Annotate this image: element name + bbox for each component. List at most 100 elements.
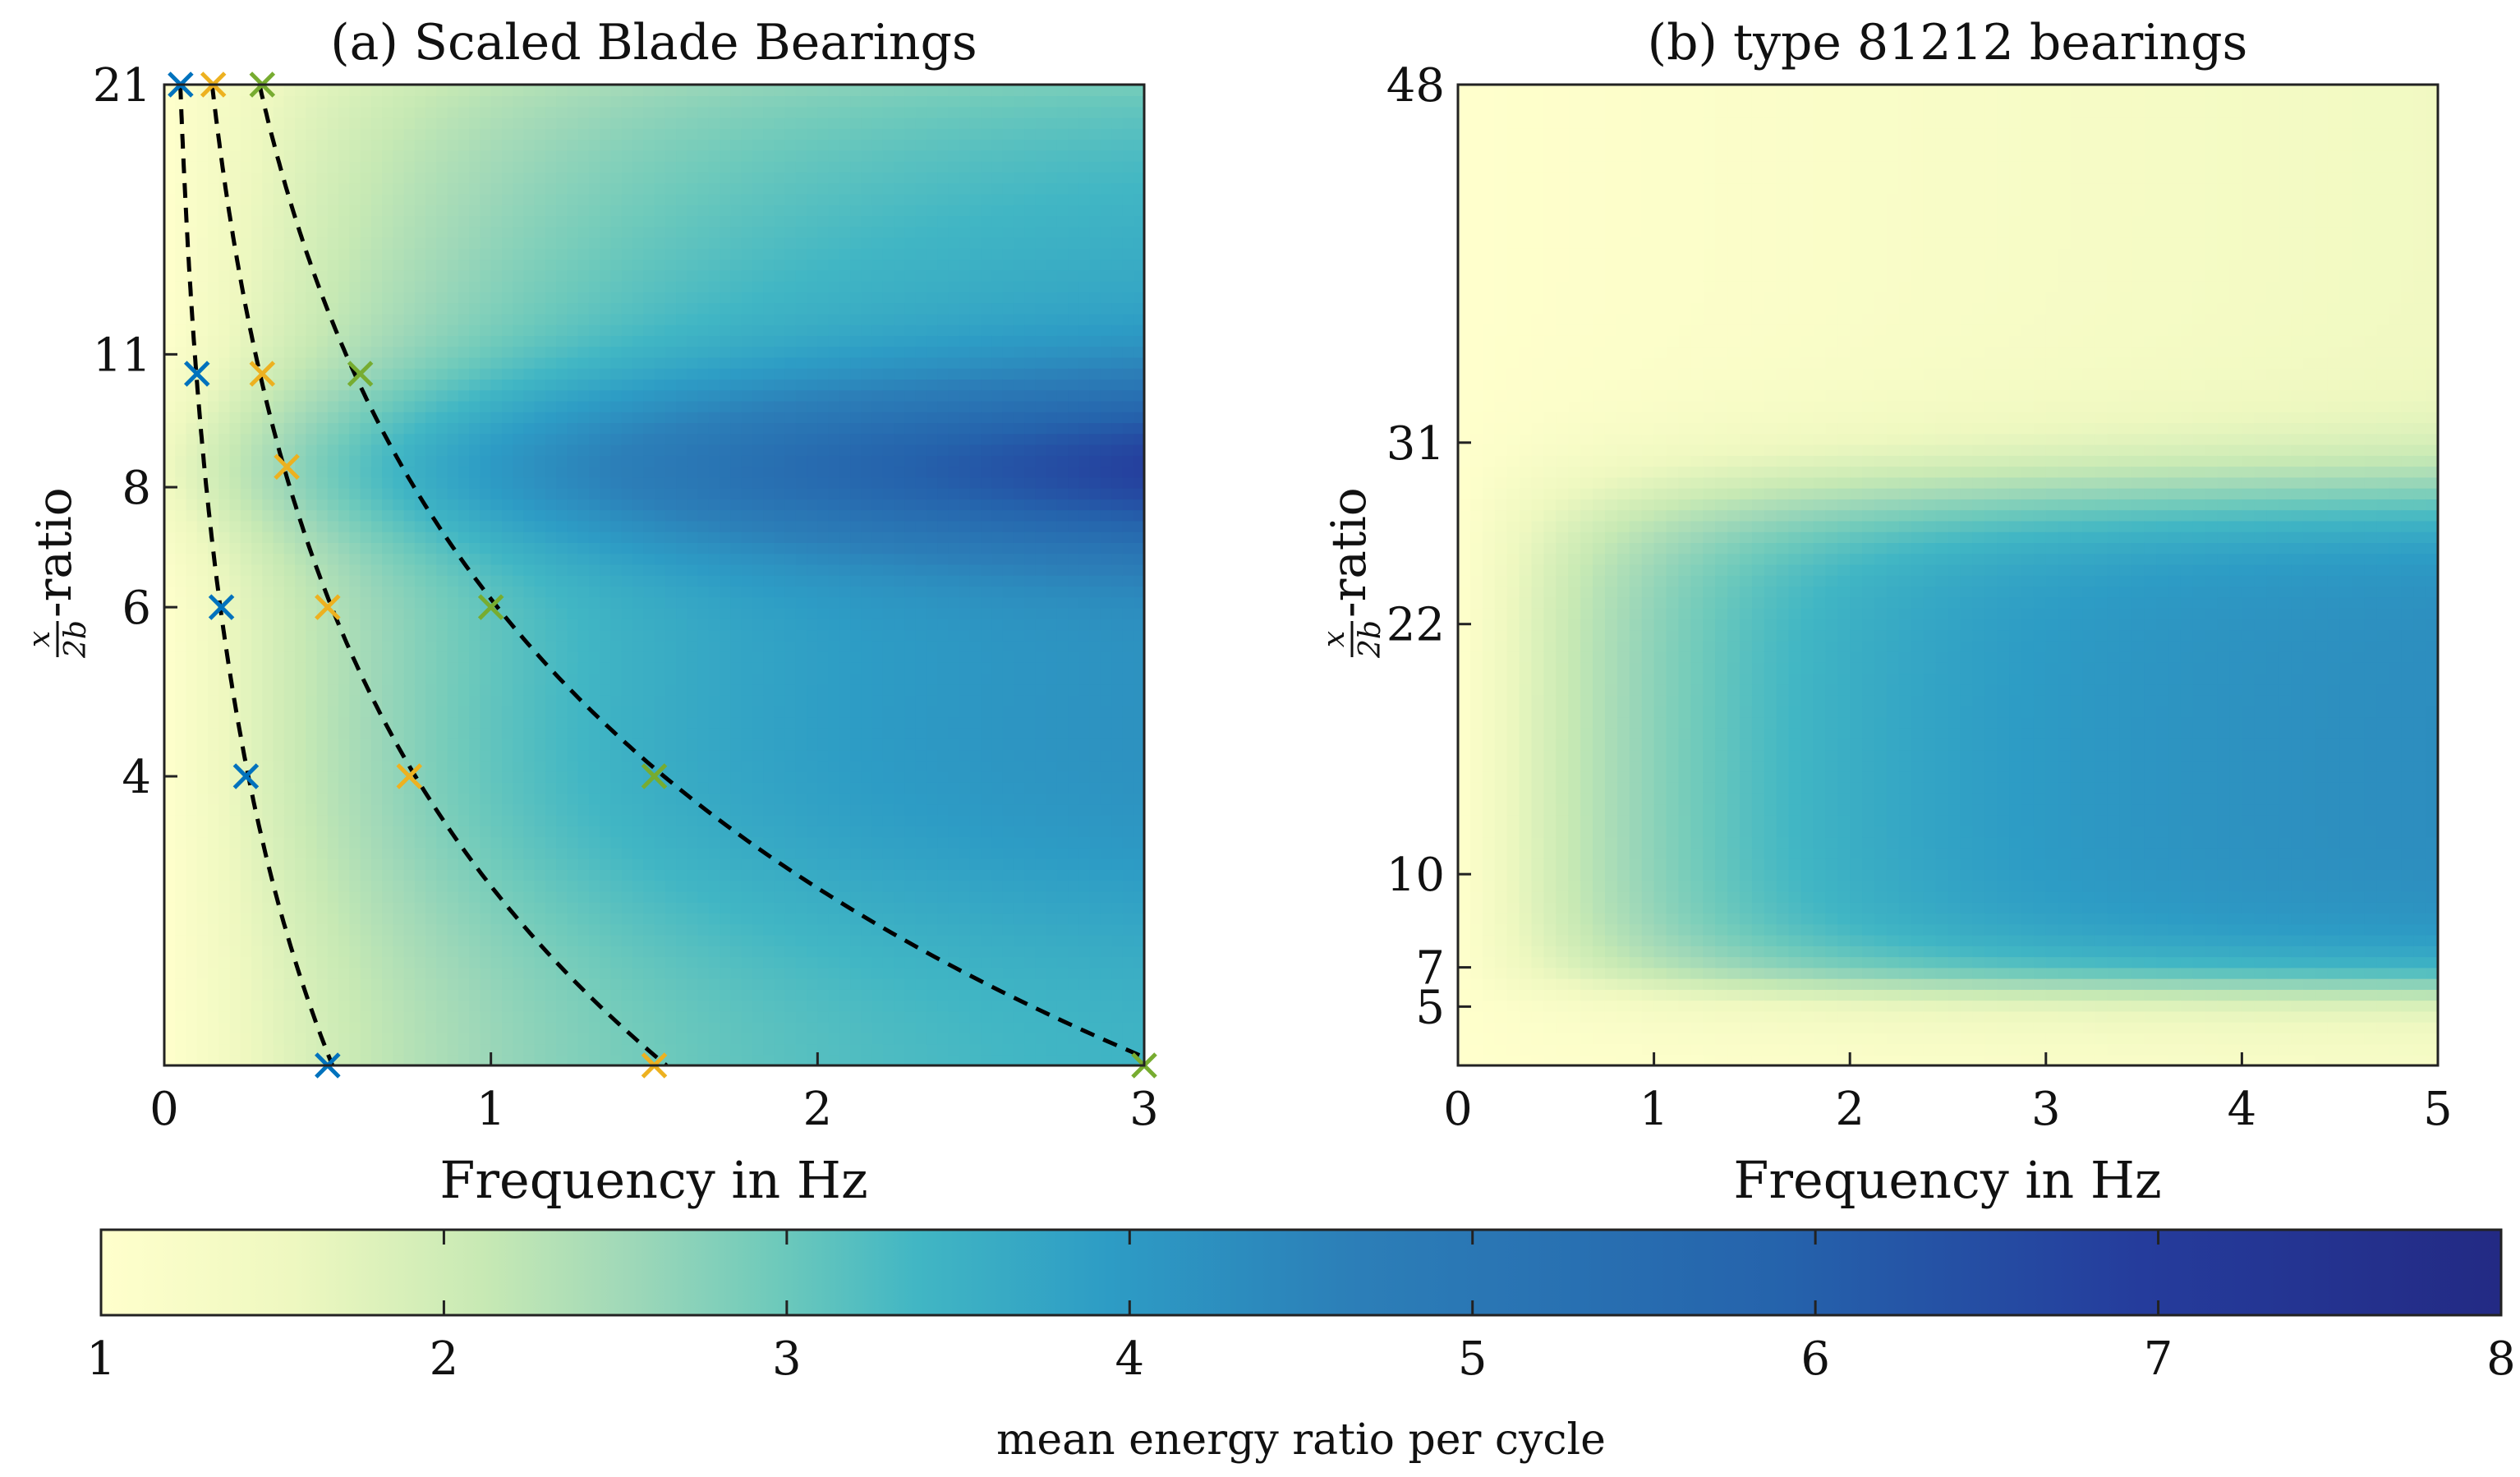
heatmap-a-cell: [316, 923, 329, 936]
heatmap-a-cell: [664, 575, 677, 587]
heatmap-a-cell: [349, 259, 361, 271]
heatmap-a-cell: [436, 564, 448, 576]
heatmap-a-cell: [208, 248, 220, 260]
heatmap-a-cell: [600, 913, 612, 925]
heatmap-a-cell: [360, 967, 372, 979]
heatmap-a-cell: [741, 694, 753, 706]
heatmap-a-cell: [393, 204, 405, 216]
heatmap-a-cell: [676, 989, 688, 1001]
heatmap-a-cell: [600, 455, 612, 467]
heatmap-a-cell: [273, 128, 285, 140]
heatmap-a-cell: [393, 302, 405, 315]
heatmap-a-cell: [664, 280, 677, 292]
heatmap-a-cell: [621, 346, 633, 358]
heatmap-a-cell: [382, 248, 394, 260]
heatmap-a-cell: [741, 803, 753, 816]
heatmap-a-cell: [251, 716, 264, 729]
heatmap-a-cell: [218, 95, 231, 108]
heatmap-a-cell: [175, 237, 187, 249]
heatmap-a-cell: [360, 847, 372, 859]
heatmap-a-cell: [687, 967, 699, 979]
heatmap-a-cell: [393, 934, 405, 946]
heatmap-a-cell: [273, 586, 285, 598]
heatmap-a-cell: [283, 814, 296, 826]
heatmap-a-cell: [218, 683, 231, 696]
heatmap-a-cell: [501, 1043, 513, 1056]
heatmap-a-cell: [436, 619, 448, 631]
heatmap-a-cell: [229, 890, 241, 903]
heatmap-a-cell: [273, 760, 285, 772]
heatmap-a-cell: [196, 826, 209, 838]
heatmap-a-cell: [610, 509, 623, 522]
heatmap-a-cell: [621, 923, 633, 936]
heatmap-a-cell: [720, 662, 732, 674]
heatmap-a-cell: [577, 357, 590, 369]
heatmap-a-cell: [382, 586, 394, 598]
heatmap-a-cell: [588, 237, 601, 249]
heatmap-a-cell: [306, 749, 318, 762]
heatmap-a-cell: [218, 575, 231, 587]
heatmap-a-cell: [382, 814, 394, 826]
heatmap-a-cell: [752, 476, 764, 489]
heatmap-a-cell: [610, 106, 623, 118]
heatmap-a-cell: [600, 694, 612, 706]
heatmap-a-cell: [664, 499, 677, 511]
heatmap-a-cell: [697, 738, 710, 751]
heatmap-a-cell: [338, 117, 351, 129]
heatmap-a-cell: [600, 237, 612, 249]
heatmap-a-cell: [382, 913, 394, 925]
heatmap-a-cell: [632, 389, 645, 402]
heatmap-a-cell: [610, 803, 623, 816]
heatmap-a-cell: [480, 749, 492, 762]
heatmap-a-cell: [632, 607, 645, 619]
heatmap-a-cell: [523, 727, 536, 739]
heatmap-a-cell: [196, 738, 209, 751]
heatmap-a-cell: [480, 575, 492, 587]
heatmap-a-cell: [697, 683, 710, 696]
heatmap-a-cell: [338, 694, 351, 706]
heatmap-a-cell: [501, 182, 513, 195]
heatmap-a-cell: [490, 367, 503, 380]
heatmap-a-cell: [349, 716, 361, 729]
heatmap-a-cell: [283, 1033, 296, 1045]
heatmap-a-cell: [370, 1033, 383, 1045]
heatmap-a-cell: [175, 302, 187, 315]
heatmap-a-cell: [600, 226, 612, 238]
heatmap-a-cell: [480, 1033, 492, 1045]
heatmap-a-cell: [697, 793, 710, 805]
heatmap-a-cell: [251, 586, 264, 598]
heatmap-a-cell: [523, 716, 536, 729]
heatmap-a-cell: [349, 629, 361, 642]
heatmap-a-cell: [327, 782, 339, 794]
heatmap-a-cell: [414, 204, 426, 216]
heatmap-a-cell: [687, 913, 699, 925]
heatmap-a-cell: [414, 934, 426, 946]
heatmap-a-cell: [164, 324, 177, 336]
heatmap-a-cell: [414, 215, 426, 228]
heatmap-a-cell: [588, 499, 601, 511]
heatmap-a-cell: [687, 160, 699, 173]
heatmap-a-cell: [676, 869, 688, 881]
heatmap-a-cell: [447, 487, 459, 499]
heatmap-a-cell: [186, 400, 198, 412]
heatmap-a-cell: [490, 106, 503, 118]
heatmap-a-cell: [306, 422, 318, 435]
heatmap-a-cell: [469, 934, 481, 946]
heatmap-a-cell: [577, 292, 590, 304]
heatmap-a-cell: [360, 706, 372, 718]
heatmap-a-cell: [600, 193, 612, 205]
heatmap-a-cell: [501, 85, 513, 97]
heatmap-a-cell: [687, 586, 699, 598]
heatmap-a-cell: [720, 749, 732, 762]
heatmap-a-cell: [534, 117, 546, 129]
heatmap-a-cell: [513, 106, 525, 118]
heatmap-a-cell: [588, 683, 601, 696]
heatmap-a-cell: [295, 902, 307, 914]
heatmap-a-cell: [469, 85, 481, 97]
heatmap-a-cell: [251, 160, 264, 173]
heatmap-a-cell: [730, 193, 743, 205]
heatmap-a-cell: [643, 575, 655, 587]
heatmap-a-cell: [469, 814, 481, 826]
heatmap-a-cell: [251, 619, 264, 631]
heatmap-a-cell: [513, 400, 525, 412]
